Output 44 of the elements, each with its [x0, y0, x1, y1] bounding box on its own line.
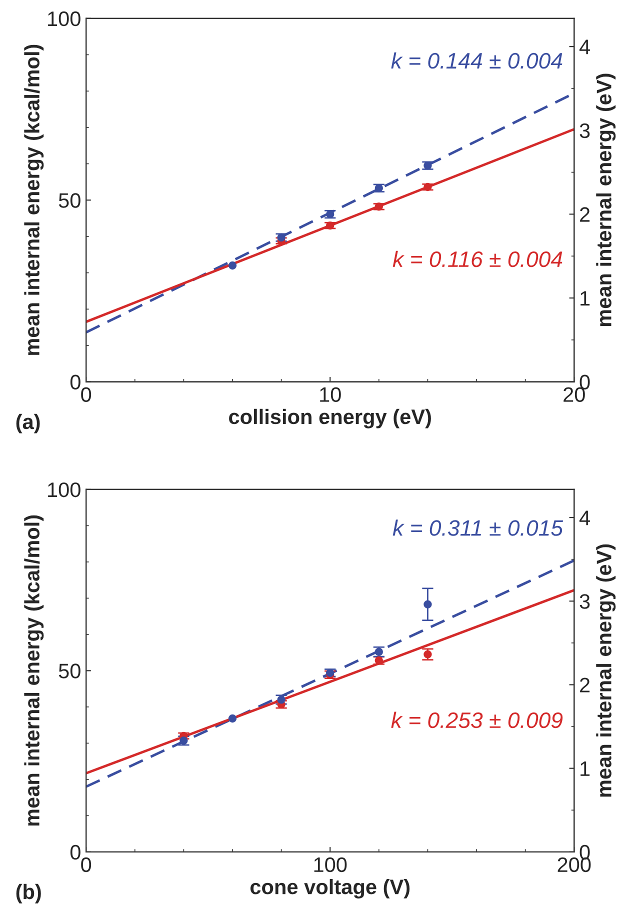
- y-tick-label: 0: [70, 374, 80, 390]
- x-tick-label: 20: [564, 387, 585, 402]
- point: [424, 182, 432, 192]
- x-tick-label: 100: [314, 857, 347, 872]
- text: k = 0.253 ± 0.009: [391, 712, 563, 728]
- series-label: k = 0.311 ± 0.015: [392, 520, 564, 536]
- point: [277, 233, 286, 242]
- point: [424, 650, 432, 658]
- point: [374, 184, 384, 192]
- y-tick-label: 100: [48, 482, 80, 498]
- y2-tick-label: 1: [580, 291, 590, 306]
- y2-axis-title: mean internal energy (eV): [596, 544, 616, 797]
- y2-tick-label: 1: [580, 762, 590, 776]
- point: [228, 714, 237, 723]
- y-axis-title: mean internal energy (kcal/mol): [24, 515, 44, 826]
- y-tick-label: 100: [48, 11, 80, 26]
- point: [180, 736, 188, 745]
- y-axis-title: mean internal energy (kcal/mol): [24, 44, 44, 356]
- x-tick-label: 0: [81, 857, 92, 872]
- y2-tick-label: 2: [580, 207, 590, 222]
- x-axis-title: collision energy (eV): [229, 408, 431, 428]
- text: (a): [16, 414, 40, 434]
- series-label: k = 0.144 ± 0.004: [391, 52, 562, 69]
- y2-axis-title: mean internal energy (eV): [596, 74, 616, 326]
- text: (b): [16, 884, 41, 904]
- point: [228, 261, 237, 270]
- y2-tick-label: 2: [580, 678, 590, 692]
- point: [326, 221, 334, 230]
- y-tick-label: 50: [58, 664, 80, 678]
- y2-tick-label: 3: [580, 123, 590, 138]
- x-tick-label: 0: [81, 387, 92, 402]
- point: [277, 696, 286, 704]
- point: [326, 210, 334, 218]
- y2-tick-label: 4: [579, 40, 590, 54]
- y2-tick-label: 3: [580, 594, 590, 609]
- point: [424, 600, 432, 608]
- x-axis-title: cone voltage (V): [250, 878, 410, 898]
- point: [374, 202, 384, 211]
- y2-tick-label: 4: [579, 510, 590, 526]
- y2-tick-label: 0: [580, 374, 590, 390]
- x-tick-label: 10: [320, 387, 341, 402]
- y-tick-label: 50: [58, 193, 80, 208]
- text: k = 0.116 ± 0.004: [392, 250, 562, 268]
- y-tick-label: 0: [70, 844, 80, 860]
